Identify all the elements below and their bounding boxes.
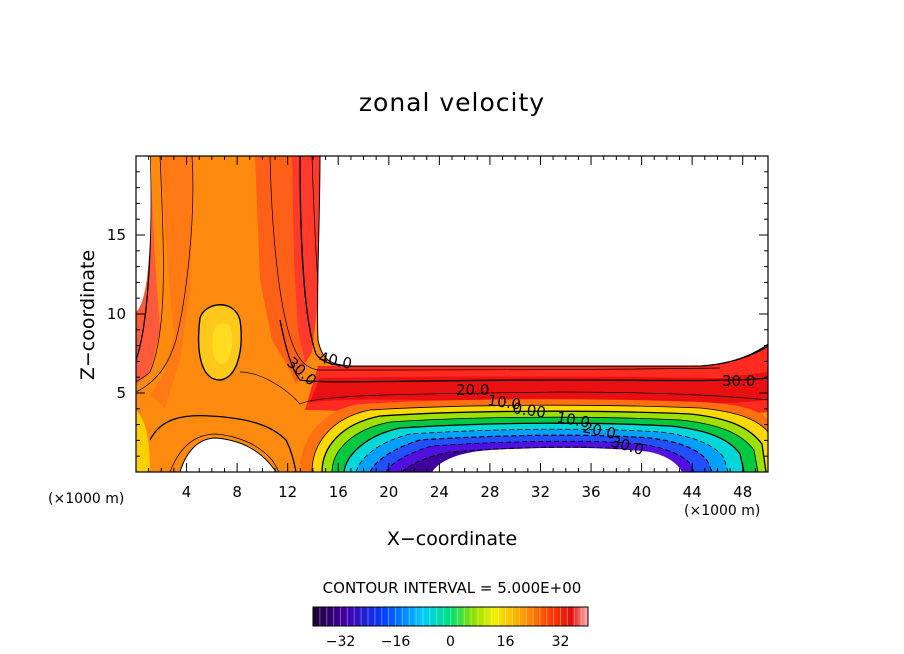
colorbar-fill [313, 607, 588, 626]
y-tick-label: 5 [116, 384, 126, 402]
contour-line [369, 434, 713, 472]
contour-line [169, 433, 280, 472]
y-axis-label: Z−coordinate [77, 249, 99, 381]
x-tick-label: 44 [683, 483, 702, 501]
contour-line [149, 414, 297, 472]
x-tick-label: 48 [733, 483, 752, 501]
colorbar-tick-label: 16 [497, 634, 515, 650]
mask-upper-left [136, 156, 151, 312]
colorbar-tick-label: 32 [552, 634, 570, 650]
x-tick-label: 8 [232, 483, 242, 501]
contour-line [136, 156, 194, 393]
x-tick-label: 4 [182, 483, 192, 501]
mask-upper-right [316, 156, 768, 367]
x-tick-label: 36 [581, 483, 600, 501]
jet-right-inner [255, 156, 305, 385]
colorbar-stripes [319, 607, 582, 626]
contour-line [239, 371, 768, 405]
colorbar-tick-label: −16 [381, 634, 411, 650]
contour-line [331, 416, 759, 472]
contour-line [321, 410, 767, 472]
x-tick-label: 24 [430, 483, 449, 501]
y-tick-label: 15 [107, 226, 126, 244]
colorbar-tick-label: −32 [326, 634, 356, 650]
contour-label: 30.0 [722, 372, 755, 390]
velocity-field: 40.0 30.0 30.0 20.0 10.0 0.00 10.0 20.0 … [136, 156, 768, 472]
contour-label: 20.0 [456, 381, 489, 399]
contour-label: 10.0 [486, 391, 522, 413]
contour-line [355, 428, 729, 472]
contour-line [343, 422, 745, 472]
chart-title: zonal velocity [358, 88, 546, 117]
mask-lower-center [432, 447, 682, 472]
contour-line [269, 156, 721, 371]
x-tick-label: 16 [329, 483, 348, 501]
y-axis: 5 10 15 [107, 171, 768, 457]
colorbar: −32 −16 0 16 32 [312, 606, 589, 650]
contour-label: 10.0 [555, 408, 591, 432]
contour-line [385, 440, 695, 472]
x-tick-label: 32 [531, 483, 550, 501]
x-tick-label: 12 [278, 483, 297, 501]
x-unit-left: (×1000 m) [48, 491, 125, 507]
colorbar-tick-label: 0 [446, 634, 455, 650]
contour-line [279, 319, 768, 383]
y-tick-label: 10 [107, 305, 126, 323]
contour-line [311, 404, 768, 472]
x-tick-label: 28 [480, 483, 499, 501]
colorbar-ticks: −32 −16 0 16 32 [326, 634, 570, 650]
colorbar-frame [312, 606, 589, 627]
x-axis-label: X−coordinate [386, 528, 518, 550]
x-tick-label: 40 [632, 483, 651, 501]
contour-interval: CONTOUR INTERVAL = 5.000E+00 [322, 579, 582, 597]
jet-core-inner [212, 322, 233, 364]
contour-line [136, 156, 164, 383]
mask-lower-left [179, 437, 277, 472]
jet-left-inner [150, 156, 194, 408]
contour-label: 0.00 [511, 399, 547, 421]
x-unit-right: (×1000 m) [684, 503, 761, 519]
x-axis: 4 8 12 16 20 24 28 32 36 40 44 48 [148, 156, 756, 501]
x-tick-label: 20 [379, 483, 398, 501]
